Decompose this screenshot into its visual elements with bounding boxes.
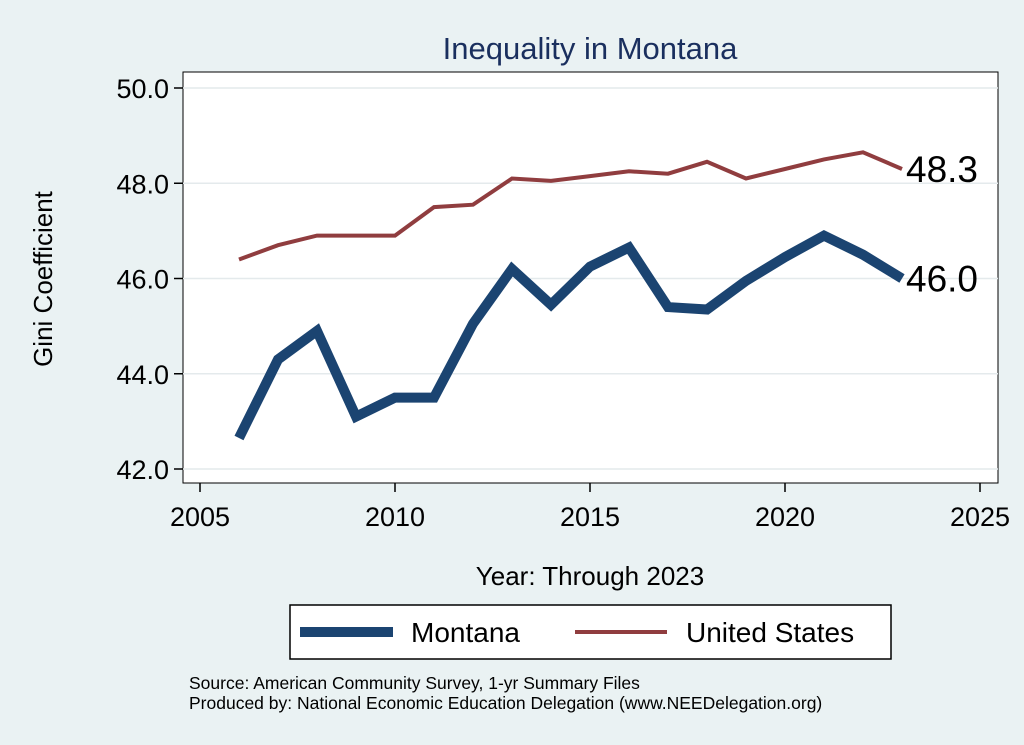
y-tick-label: 50.0 xyxy=(116,74,169,104)
source-note: Source: American Community Survey, 1-yr … xyxy=(189,673,640,693)
axes: 42.0 44.0 46.0 48.0 50.0 2005 2010 2015 2020 2025 xyxy=(116,74,1010,532)
x-tick-label: 2005 xyxy=(170,502,230,532)
plot-area xyxy=(182,71,999,484)
series-line-montana xyxy=(234,229,905,441)
legend-label-montana: Montana xyxy=(411,617,520,648)
x-tick-label: 2010 xyxy=(365,502,425,532)
end-value-label-montana: 46.0 xyxy=(906,259,978,300)
x-tick-label: 2025 xyxy=(950,502,1010,532)
x-axis-title: Year: Through 2023 xyxy=(476,561,704,591)
series-line-united-states xyxy=(238,150,903,262)
chart-title: Inequality in Montana xyxy=(443,31,738,66)
end-value-label-united-states: 48.3 xyxy=(906,149,978,190)
y-tick-label: 44.0 xyxy=(116,360,169,390)
series-lines xyxy=(234,150,905,441)
y-tick-label: 48.0 xyxy=(116,169,169,199)
x-tick-label: 2020 xyxy=(755,502,815,532)
y-tick-label: 46.0 xyxy=(116,265,169,295)
producer-note: Produced by: National Economic Education… xyxy=(189,693,822,713)
legend-label-united-states: United States xyxy=(686,617,854,648)
x-tick-label: 2015 xyxy=(560,502,620,532)
end-labels: 48.3 46.0 xyxy=(906,149,978,300)
legend: Montana United States xyxy=(289,604,892,660)
y-tick-label: 42.0 xyxy=(116,455,169,485)
grid-lines xyxy=(183,87,998,470)
y-axis-title: Gini Coefficient xyxy=(28,190,58,367)
